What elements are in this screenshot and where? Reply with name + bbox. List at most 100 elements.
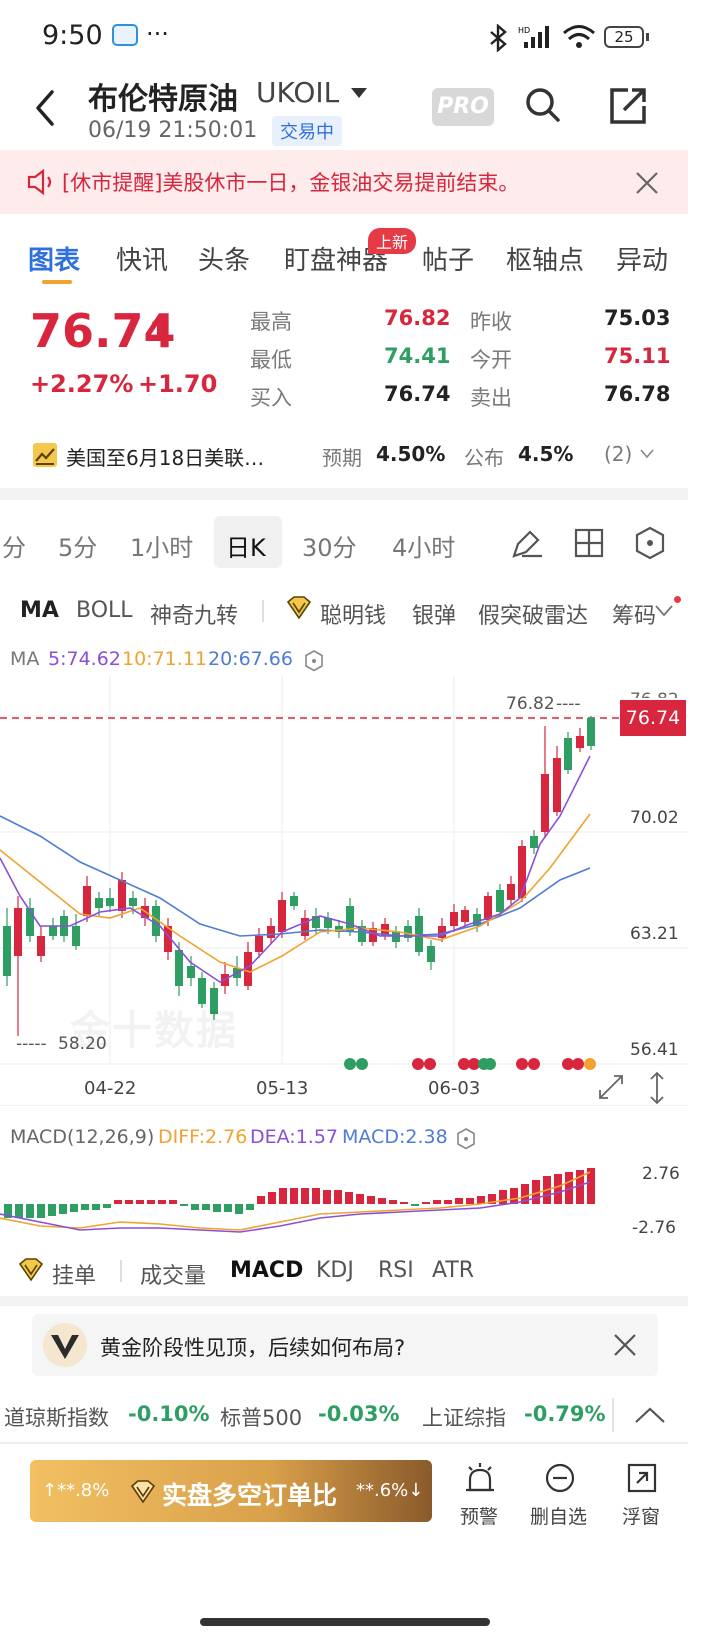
period-selector: 分 5分 1小时 日K 30分 4小时 xyxy=(0,508,688,578)
tab-pivot-points[interactable]: 枢轴点 xyxy=(506,246,585,276)
alert-button[interactable]: 预警 xyxy=(448,1458,512,1532)
expand-icon[interactable] xyxy=(596,1072,626,1102)
ma5-value: 5:74.62 xyxy=(48,648,121,670)
tab-flash-news[interactable]: 快讯 xyxy=(116,246,169,276)
macd-bar xyxy=(400,1202,408,1204)
search-icon[interactable] xyxy=(524,86,562,126)
macd-bar xyxy=(70,1204,78,1212)
indicator-silver-bullet[interactable]: 银弹 xyxy=(412,604,457,629)
share-icon[interactable] xyxy=(608,86,648,126)
tab-pending-orders[interactable]: 挂单 xyxy=(52,1264,97,1289)
low-marker: 58.20 xyxy=(58,1034,107,1054)
macd-panel[interactable]: MACD(12,26,9) DIFF:2.76 DEA:1.57 MACD:2.… xyxy=(0,1112,688,1248)
home-indicator[interactable] xyxy=(200,1618,490,1626)
actual-label: 公布 xyxy=(464,446,504,470)
candle-body xyxy=(118,880,126,911)
economic-event-row[interactable]: 美国至6月18日美联… 预期 4.50% 公布 4.5% (2) xyxy=(0,430,688,480)
tab-anomaly[interactable]: 异动 xyxy=(616,246,669,276)
tab-kdj[interactable]: KDJ xyxy=(316,1258,354,1283)
bid-label: 买入 xyxy=(250,386,292,410)
settings-hexagon-icon[interactable] xyxy=(456,1128,476,1150)
candlestick-plot[interactable] xyxy=(0,636,688,1106)
tab-headlines[interactable]: 头条 xyxy=(198,246,251,276)
tab-macd[interactable]: MACD xyxy=(230,1258,304,1283)
macd-bar xyxy=(356,1194,364,1204)
battery-level: 25 xyxy=(614,28,634,46)
kline-chart[interactable]: 金十数据 76.82 ---- ----- 58.20 76.74 76.82 … xyxy=(0,636,688,1106)
news-banner[interactable]: 黄金阶段性见顶，后续如何布局? xyxy=(32,1314,658,1376)
battery-icon: 25 xyxy=(604,26,644,48)
macd-bar xyxy=(510,1188,518,1204)
candle-body xyxy=(587,718,595,746)
period-daily[interactable]: 日K xyxy=(226,534,266,562)
period-5min[interactable]: 5分 xyxy=(58,534,98,562)
candle-body xyxy=(576,736,584,748)
remove-label: 删自选 xyxy=(530,1506,588,1528)
period-4hour[interactable]: 4小时 xyxy=(392,534,456,562)
period-30min[interactable]: 30分 xyxy=(302,534,357,562)
signal-icon: HD xyxy=(518,26,549,48)
signal-dot xyxy=(572,1058,584,1070)
tab-rsi[interactable]: RSI xyxy=(378,1258,414,1283)
tab-chart[interactable]: 图表 xyxy=(28,246,81,276)
indicator-chips[interactable]: 筹码 xyxy=(612,604,657,629)
y-label: 70.02 xyxy=(630,808,679,828)
caret-down-icon[interactable] xyxy=(350,86,368,100)
macd-plot[interactable] xyxy=(0,1156,688,1248)
candle-body xyxy=(484,896,492,920)
candle-body xyxy=(518,846,526,898)
draw-tool-icon[interactable] xyxy=(508,526,544,562)
app-notification-icon xyxy=(112,24,138,46)
pro-button[interactable]: PRO xyxy=(432,88,494,126)
signal-dot xyxy=(356,1058,368,1070)
indicator-bar: MA BOLL 神奇九转 聪明钱 银弹 假突破雷达 筹码 xyxy=(0,588,688,632)
macd-bar xyxy=(114,1200,122,1204)
vertical-resize-icon[interactable] xyxy=(646,1070,668,1106)
macd-bar xyxy=(312,1188,320,1204)
indicator-fake-breakout[interactable]: 假突破雷达 xyxy=(478,604,589,629)
section-divider xyxy=(0,488,688,500)
order-ratio-label: 实盘多空订单比 xyxy=(162,1481,338,1510)
index-ticker[interactable]: 道琼斯指数 -0.10% 标普500 -0.03% 上证综指 -0.79% xyxy=(0,1390,688,1440)
macd-bar xyxy=(323,1190,331,1204)
signal-dot xyxy=(344,1058,356,1070)
settings-hexagon-icon[interactable] xyxy=(304,650,324,672)
layout-grid-icon[interactable] xyxy=(574,528,604,558)
x-label: 05-13 xyxy=(256,1078,309,1099)
indicator-nine-turn[interactable]: 神奇九转 xyxy=(150,604,239,629)
indicator-smart-money[interactable]: 聪明钱 xyxy=(320,604,387,629)
close-icon[interactable] xyxy=(634,170,660,196)
low-marker-dash: ----- xyxy=(16,1034,47,1054)
macd-bar xyxy=(565,1172,573,1204)
tab-volume[interactable]: 成交量 xyxy=(140,1264,207,1289)
low-label: 最低 xyxy=(250,348,292,372)
candle-body xyxy=(255,936,263,952)
macd-bar xyxy=(257,1196,265,1204)
minus-circle-icon xyxy=(545,1463,575,1493)
tab-atr[interactable]: ATR xyxy=(432,1258,475,1283)
back-arrow-icon[interactable] xyxy=(30,88,58,128)
float-window-button[interactable]: 浮窗 xyxy=(612,1458,672,1532)
instrument-code[interactable]: UKOIL xyxy=(256,76,340,109)
macd-value: MACD:2.38 xyxy=(342,1126,448,1148)
index-name: 道琼斯指数 xyxy=(4,1406,109,1430)
macd-bar xyxy=(59,1204,67,1214)
indicator-boll[interactable]: BOLL xyxy=(76,598,133,623)
period-1hour[interactable]: 1小时 xyxy=(130,534,194,562)
tab-posts[interactable]: 帖子 xyxy=(422,246,475,276)
settings-hexagon-icon[interactable] xyxy=(634,526,666,560)
x-label: 04-22 xyxy=(84,1078,137,1099)
chevron-down-icon[interactable] xyxy=(640,448,654,460)
indicator-ma[interactable]: MA xyxy=(20,598,59,623)
chevron-up-icon[interactable] xyxy=(634,1406,666,1424)
chevron-down-icon[interactable] xyxy=(654,604,674,618)
remove-watchlist-button[interactable]: 删自选 xyxy=(526,1458,596,1532)
up-arrow-icon: ↑ xyxy=(146,312,172,347)
order-ratio-button[interactable]: ↑**.8% 实盘多空订单比 **.6%↓ xyxy=(30,1460,432,1522)
period-min[interactable]: 分 xyxy=(2,534,26,562)
macd-bar xyxy=(191,1204,199,1210)
close-icon[interactable] xyxy=(612,1332,638,1358)
candle-body xyxy=(267,926,275,938)
candle-body xyxy=(553,758,561,812)
macd-bar xyxy=(455,1198,463,1204)
